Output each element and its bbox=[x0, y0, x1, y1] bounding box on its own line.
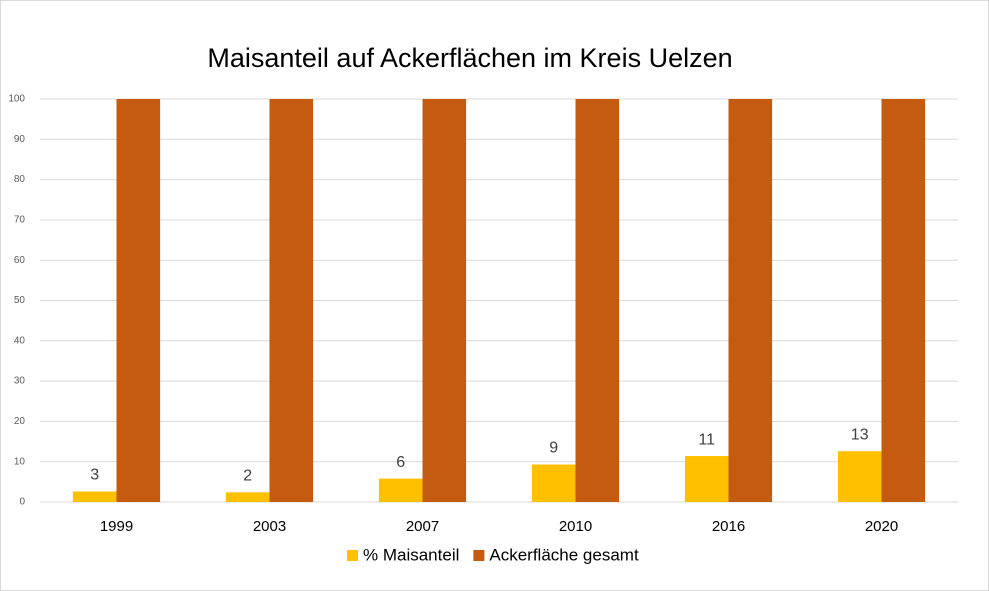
bar bbox=[422, 99, 467, 502]
data-label: 3 bbox=[90, 467, 99, 484]
y-tick-label: 10 bbox=[14, 456, 26, 467]
legend-swatch bbox=[473, 550, 485, 561]
bar bbox=[531, 464, 576, 502]
bar bbox=[269, 99, 314, 502]
y-tick-label: 30 bbox=[14, 376, 26, 387]
bar bbox=[881, 99, 926, 502]
bar bbox=[575, 99, 620, 502]
bar bbox=[378, 478, 423, 502]
x-tick-label: 1999 bbox=[100, 518, 133, 535]
data-label: 6 bbox=[396, 454, 405, 471]
y-tick-label: 90 bbox=[14, 134, 26, 145]
bar bbox=[116, 99, 161, 502]
data-label: 11 bbox=[698, 431, 715, 448]
x-tick-label: 2020 bbox=[865, 518, 898, 535]
bar bbox=[728, 99, 773, 502]
y-tick-label: 0 bbox=[19, 497, 25, 508]
legend-label: % Maisanteil bbox=[363, 545, 459, 564]
y-tick-label: 50 bbox=[14, 295, 26, 306]
y-tick-label: 40 bbox=[14, 335, 26, 346]
x-tick-label: 2010 bbox=[559, 518, 592, 535]
x-tick-label: 2007 bbox=[406, 518, 439, 535]
bar bbox=[684, 456, 729, 502]
bar bbox=[72, 491, 117, 502]
y-tick-label: 100 bbox=[8, 94, 25, 105]
data-label: 13 bbox=[851, 426, 869, 443]
x-tick-label: 2003 bbox=[253, 518, 286, 535]
legend-swatch bbox=[347, 550, 358, 561]
data-label: 9 bbox=[549, 440, 558, 457]
chart-title: Maisanteil auf Ackerflächen im Kreis Uel… bbox=[207, 43, 732, 73]
y-tick-label: 70 bbox=[14, 215, 26, 226]
y-tick-label: 60 bbox=[14, 255, 26, 266]
bar bbox=[837, 451, 882, 502]
y-tick-label: 20 bbox=[14, 416, 26, 427]
x-tick-label: 2016 bbox=[712, 518, 745, 535]
y-tick-label: 80 bbox=[14, 174, 26, 185]
legend-label: Ackerfläche gesamt bbox=[489, 545, 639, 564]
bar bbox=[225, 492, 270, 502]
data-label: 2 bbox=[243, 468, 252, 485]
